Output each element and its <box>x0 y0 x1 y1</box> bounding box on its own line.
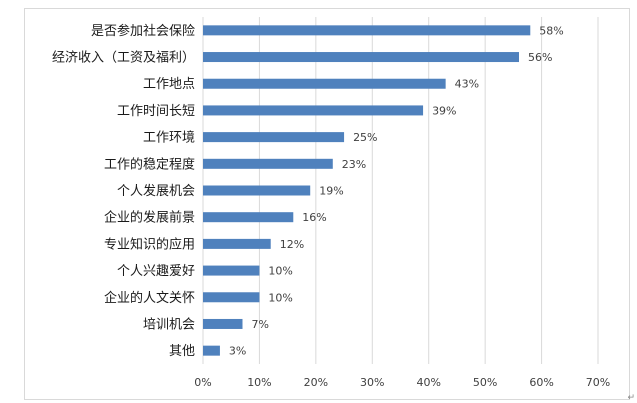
data-label: 7% <box>252 318 269 331</box>
x-tick-label: 70% <box>586 376 610 389</box>
category-label: 个人发展机会 <box>117 183 195 199</box>
bar <box>203 238 271 249</box>
x-tick-label: 60% <box>529 376 553 389</box>
data-label: 39% <box>432 104 456 117</box>
category-label: 其他 <box>169 344 195 359</box>
chart-frame <box>24 8 630 400</box>
x-tick-label: 40% <box>416 376 440 389</box>
bar <box>203 212 294 223</box>
bar <box>203 345 220 356</box>
bar <box>203 105 424 116</box>
category-label: 专业知识的应用 <box>104 236 195 252</box>
bar <box>203 292 260 303</box>
bars <box>203 25 531 356</box>
category-label: 工作时间长短 <box>117 104 195 119</box>
data-label: 25% <box>353 131 377 144</box>
data-label: 19% <box>319 185 343 198</box>
bar <box>203 265 260 276</box>
category-label: 培训机会 <box>143 316 195 332</box>
category-label: 个人兴趣爱好 <box>117 264 195 279</box>
data-label: 23% <box>342 158 366 171</box>
data-label: 10% <box>268 265 292 278</box>
category-label: 经济收入（工资及福利） <box>52 51 195 66</box>
gridlines <box>202 17 599 364</box>
x-tick-label: 10% <box>247 376 271 389</box>
category-label: 企业的人文关怀 <box>104 290 195 306</box>
data-label: 43% <box>455 78 479 91</box>
bar <box>203 25 531 36</box>
category-label: 工作环境 <box>143 131 195 146</box>
bar <box>203 52 519 63</box>
category-label: 是否参加社会保险 <box>91 23 195 39</box>
data-label: 12% <box>280 238 304 251</box>
paragraph-mark-icon: ↵ <box>627 393 635 403</box>
bar <box>203 132 345 143</box>
data-label: 56% <box>528 51 552 64</box>
category-label: 工作的稳定程度 <box>104 156 195 172</box>
bar <box>203 185 311 196</box>
category-label: 工作地点 <box>143 77 195 92</box>
bar <box>203 78 446 89</box>
data-label: 3% <box>229 345 246 358</box>
x-tick-label: 20% <box>304 376 328 389</box>
x-tick-label: 0% <box>194 376 211 389</box>
bar <box>203 158 333 169</box>
data-label: 58% <box>539 24 563 37</box>
data-label: 16% <box>302 211 326 224</box>
labels: 0% 10% 20% 30% 40% 50% 60% 70% 是否参加社会保险 58% 经济收入（工… <box>52 23 610 389</box>
x-tick-label: 30% <box>360 376 384 389</box>
x-tick-label: 50% <box>473 376 497 389</box>
data-label: 10% <box>268 291 292 304</box>
bar <box>203 318 243 329</box>
category-label: 企业的发展前景 <box>104 210 195 226</box>
